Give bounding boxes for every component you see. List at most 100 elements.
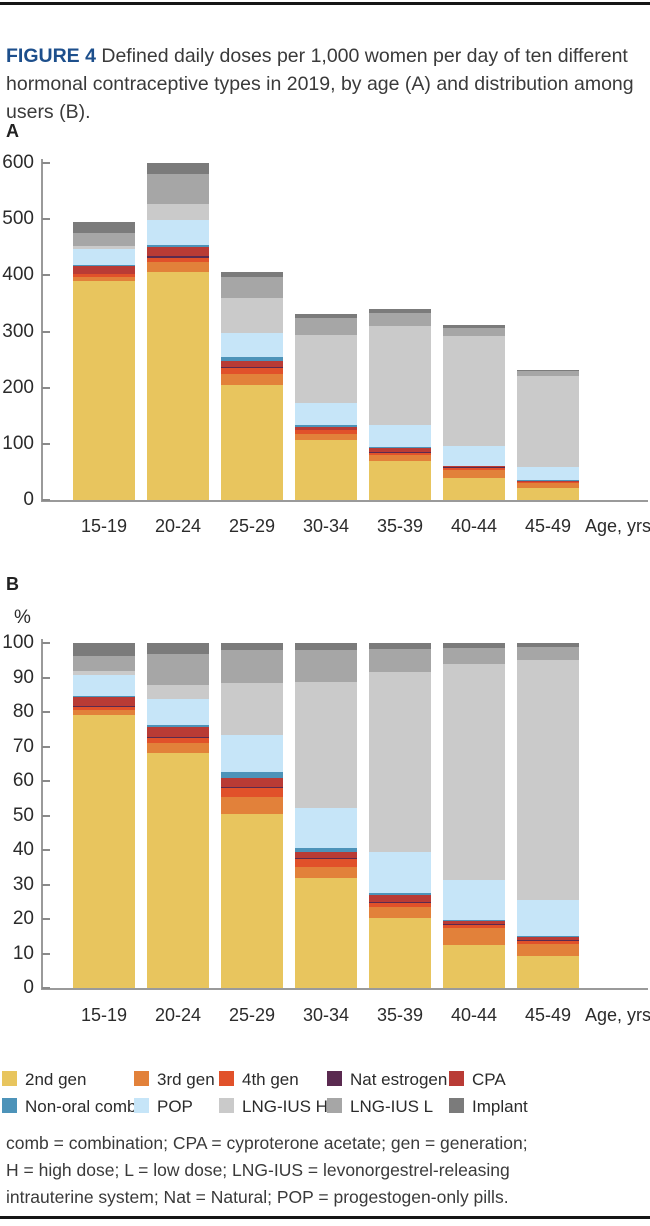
segment-implant-25-29 xyxy=(221,272,283,277)
y-tick-a-600 xyxy=(42,162,50,164)
segment-lng-ius-h-45-49 xyxy=(517,375,579,467)
legend-swatch-lng-ius-h xyxy=(219,1098,234,1113)
bar-a-40-44 xyxy=(443,325,505,500)
segment-nat-estrogen-20-24 xyxy=(147,736,209,739)
y-tick-b-40 xyxy=(42,849,50,851)
y-tick-b-100 xyxy=(42,642,50,644)
y-tick-label-b-50: 50 xyxy=(12,804,34,826)
top-rule xyxy=(0,2,650,5)
segment-4th-gen-30-34 xyxy=(295,430,357,435)
segment-implant-20-24 xyxy=(147,163,209,175)
bottom-rule xyxy=(0,1216,650,1219)
bar-a-25-29 xyxy=(221,272,283,500)
segment-lng-ius-h-35-39 xyxy=(369,672,431,853)
y-tick-a-200 xyxy=(42,386,50,389)
y-tick-label-b-70: 70 xyxy=(12,735,34,757)
segment-2nd-gen-15-19 xyxy=(73,715,135,988)
segment-pop-20-24 xyxy=(147,698,209,725)
segment-cpa-40-44 xyxy=(443,921,505,924)
segment-2nd-gen-25-29 xyxy=(221,813,283,988)
bar-b-30-34 xyxy=(295,643,357,988)
segment-4th-gen-20-24 xyxy=(147,738,209,744)
y-tick-b-50 xyxy=(42,814,50,817)
bar-a-20-24 xyxy=(147,163,209,500)
segment-lng-ius-l-40-44 xyxy=(443,648,505,665)
segment-cpa-45-49 xyxy=(517,937,579,941)
y-tick-label-a-200: 200 xyxy=(2,376,34,398)
segment-cpa-25-29 xyxy=(221,777,283,787)
x-label-a-35-39: 35-39 xyxy=(376,516,424,536)
segment-non-oral-comb-35-39 xyxy=(369,447,431,449)
segment-pop-30-34 xyxy=(295,808,357,848)
segment-non-oral-comb-35-39 xyxy=(369,893,431,895)
segment-4th-gen-25-29 xyxy=(221,787,283,797)
segment-implant-40-44 xyxy=(443,643,505,649)
y-tick-b-60 xyxy=(42,780,50,782)
legend-label-2nd-gen: 2nd gen xyxy=(25,1070,87,1089)
segment-implant-20-24 xyxy=(147,643,209,655)
segment-lng-ius-l-45-49 xyxy=(517,646,579,661)
segment-lng-ius-h-20-24 xyxy=(147,685,209,699)
segment-3rd-gen-35-39 xyxy=(369,906,431,918)
segment-nat-estrogen-25-29 xyxy=(221,366,283,369)
segment-lng-ius-h-25-29 xyxy=(221,297,283,333)
y-tick-b-70 xyxy=(42,745,50,748)
segment-lng-ius-l-20-24 xyxy=(147,174,209,205)
y-tick-label-b-100: 100 xyxy=(2,632,34,653)
legend-swatch-lng-ius-l xyxy=(327,1098,342,1113)
segment-2nd-gen-35-39 xyxy=(369,461,431,500)
segment-3rd-gen-30-34 xyxy=(295,434,357,441)
x-label-a-20-24: 20-24 xyxy=(154,516,202,536)
segment-non-oral-comb-15-19 xyxy=(73,695,135,697)
x-axis-line-a xyxy=(41,500,648,502)
segment-cpa-15-19 xyxy=(73,265,135,274)
segment-lng-ius-h-20-24 xyxy=(147,204,209,220)
y-tick-label-a-400: 400 xyxy=(2,264,34,286)
segment-lng-ius-h-15-19 xyxy=(73,246,135,249)
segment-2nd-gen-45-49 xyxy=(517,487,579,500)
footnote-line-2: H = high dose; L = low dose; LNG-IUS = l… xyxy=(6,1160,510,1180)
segment-4th-gen-45-49 xyxy=(517,482,579,484)
y-tick-a-400 xyxy=(42,274,50,277)
bar-a-15-19 xyxy=(73,222,135,500)
segment-3rd-gen-45-49 xyxy=(517,943,579,956)
y-tick-label-b-80: 80 xyxy=(12,701,34,722)
y-tick-label-b-90: 90 xyxy=(12,666,34,688)
segment-2nd-gen-15-19 xyxy=(73,280,135,500)
segment-pop-25-29 xyxy=(221,332,283,357)
segment-nat-estrogen-40-44 xyxy=(443,923,505,925)
bar-b-40-44 xyxy=(443,643,505,988)
y-tick-a-500 xyxy=(42,218,50,221)
x-label-a-30-34: 30-34 xyxy=(302,516,350,536)
segment-nat-estrogen-20-24 xyxy=(147,256,209,258)
segment-pop-40-44 xyxy=(443,880,505,921)
x-label-b-45-49: 45-49 xyxy=(524,1005,572,1025)
figure-caption: FIGURE 4 Defined daily doses per 1,000 w… xyxy=(6,42,642,126)
y-tick-b-90 xyxy=(42,676,50,679)
y-tick-a-300 xyxy=(42,330,50,333)
segment-2nd-gen-30-34 xyxy=(295,440,357,500)
segment-implant-25-29 xyxy=(221,643,283,650)
legend-label-lng-ius-h: LNG-IUS H xyxy=(242,1097,328,1116)
segment-3rd-gen-30-34 xyxy=(295,866,357,878)
segment-3rd-gen-45-49 xyxy=(517,483,579,488)
segment-lng-ius-l-30-34 xyxy=(295,317,357,335)
footnote-line-1: comb = combination; CPA = cyproterone ac… xyxy=(6,1133,528,1153)
segment-implant-35-39 xyxy=(369,309,431,314)
segment-implant-45-49 xyxy=(517,643,579,647)
segment-nat-estrogen-40-44 xyxy=(443,467,505,469)
segment-implant-30-34 xyxy=(295,313,357,318)
segment-non-oral-comb-45-49 xyxy=(517,936,579,938)
segment-lng-ius-l-25-29 xyxy=(221,276,283,298)
segment-implant-40-44 xyxy=(443,325,505,328)
segment-pop-15-19 xyxy=(73,674,135,696)
legend-swatch-nat-estrogen xyxy=(327,1071,342,1086)
segment-4th-gen-30-34 xyxy=(295,859,357,867)
segment-lng-ius-l-25-29 xyxy=(221,649,283,683)
x-label-b-25-29: 25-29 xyxy=(228,1005,276,1025)
x-axis-title-b: Age, yrs xyxy=(585,1005,650,1025)
segment-3rd-gen-25-29 xyxy=(221,373,283,385)
segment-4th-gen-15-19 xyxy=(73,274,135,278)
segment-non-oral-comb-25-29 xyxy=(221,356,283,361)
segment-3rd-gen-15-19 xyxy=(73,710,135,716)
